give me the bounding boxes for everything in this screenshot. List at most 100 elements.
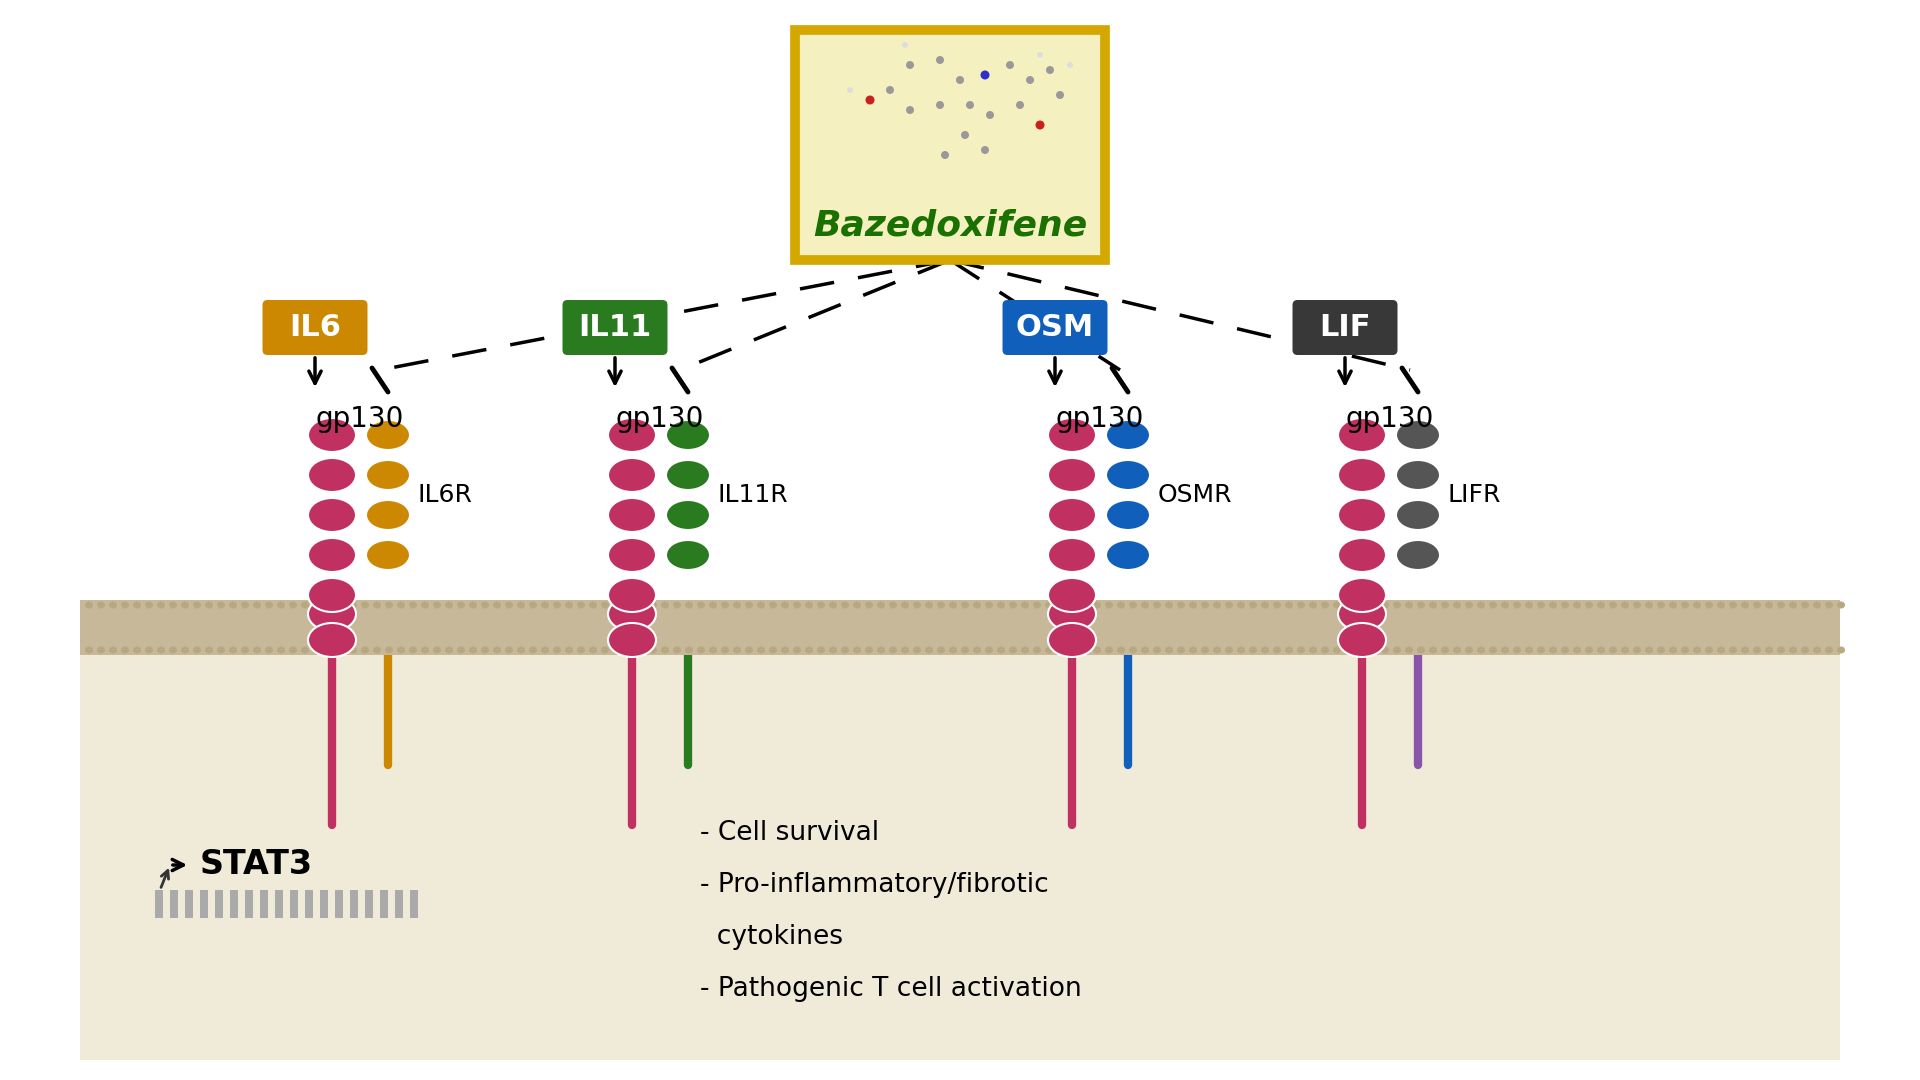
Ellipse shape bbox=[745, 647, 753, 653]
Ellipse shape bbox=[1789, 647, 1797, 653]
Ellipse shape bbox=[685, 602, 693, 608]
Ellipse shape bbox=[109, 602, 117, 608]
Ellipse shape bbox=[290, 647, 298, 653]
Ellipse shape bbox=[1338, 418, 1386, 453]
Ellipse shape bbox=[1657, 602, 1665, 608]
Ellipse shape bbox=[1572, 647, 1580, 653]
Ellipse shape bbox=[1309, 647, 1317, 653]
Ellipse shape bbox=[1236, 602, 1244, 608]
Ellipse shape bbox=[1298, 647, 1306, 653]
Ellipse shape bbox=[1010, 602, 1018, 608]
Ellipse shape bbox=[516, 647, 524, 653]
Ellipse shape bbox=[180, 602, 188, 608]
Ellipse shape bbox=[1346, 602, 1354, 608]
Ellipse shape bbox=[1778, 602, 1786, 608]
Ellipse shape bbox=[313, 647, 321, 653]
Ellipse shape bbox=[367, 500, 411, 530]
Ellipse shape bbox=[505, 602, 513, 608]
Ellipse shape bbox=[1261, 602, 1269, 608]
Ellipse shape bbox=[516, 602, 524, 608]
Ellipse shape bbox=[1657, 647, 1665, 653]
Ellipse shape bbox=[1338, 458, 1386, 492]
Ellipse shape bbox=[1538, 602, 1546, 608]
Ellipse shape bbox=[1812, 602, 1820, 608]
Ellipse shape bbox=[877, 647, 885, 653]
Ellipse shape bbox=[1668, 647, 1676, 653]
Ellipse shape bbox=[307, 458, 355, 492]
Ellipse shape bbox=[601, 602, 609, 608]
Ellipse shape bbox=[609, 623, 657, 657]
Ellipse shape bbox=[1716, 602, 1724, 608]
Ellipse shape bbox=[253, 602, 261, 608]
Ellipse shape bbox=[367, 460, 411, 490]
Ellipse shape bbox=[902, 42, 908, 48]
Ellipse shape bbox=[948, 602, 956, 608]
Ellipse shape bbox=[1106, 540, 1150, 570]
Ellipse shape bbox=[541, 647, 549, 653]
Ellipse shape bbox=[973, 647, 981, 653]
Ellipse shape bbox=[1645, 602, 1653, 608]
Ellipse shape bbox=[338, 647, 346, 653]
Ellipse shape bbox=[589, 602, 597, 608]
FancyBboxPatch shape bbox=[1292, 300, 1398, 355]
Ellipse shape bbox=[1010, 647, 1018, 653]
Ellipse shape bbox=[157, 602, 165, 608]
Ellipse shape bbox=[307, 597, 355, 631]
Ellipse shape bbox=[205, 602, 213, 608]
Ellipse shape bbox=[1357, 602, 1365, 608]
Ellipse shape bbox=[1165, 602, 1173, 608]
Ellipse shape bbox=[1693, 647, 1701, 653]
Ellipse shape bbox=[852, 647, 860, 653]
Ellipse shape bbox=[941, 151, 948, 159]
Ellipse shape bbox=[889, 602, 897, 608]
Ellipse shape bbox=[1730, 647, 1738, 653]
Ellipse shape bbox=[885, 86, 895, 94]
Ellipse shape bbox=[1645, 647, 1653, 653]
Ellipse shape bbox=[626, 602, 634, 608]
Ellipse shape bbox=[468, 602, 476, 608]
Ellipse shape bbox=[1106, 500, 1150, 530]
Ellipse shape bbox=[1501, 647, 1509, 653]
Ellipse shape bbox=[564, 602, 572, 608]
Ellipse shape bbox=[228, 602, 236, 608]
Ellipse shape bbox=[169, 602, 177, 608]
Ellipse shape bbox=[1106, 420, 1150, 450]
Ellipse shape bbox=[194, 647, 202, 653]
Ellipse shape bbox=[1338, 498, 1386, 532]
Ellipse shape bbox=[301, 647, 309, 653]
Bar bbox=[305, 890, 313, 918]
FancyBboxPatch shape bbox=[1002, 300, 1108, 355]
Ellipse shape bbox=[1369, 647, 1377, 653]
Ellipse shape bbox=[697, 647, 705, 653]
Ellipse shape bbox=[276, 647, 284, 653]
Ellipse shape bbox=[1396, 540, 1440, 570]
Ellipse shape bbox=[852, 602, 860, 608]
Ellipse shape bbox=[194, 602, 202, 608]
Ellipse shape bbox=[937, 647, 945, 653]
Ellipse shape bbox=[1021, 602, 1029, 608]
Ellipse shape bbox=[1465, 647, 1473, 653]
Text: IL11: IL11 bbox=[578, 313, 651, 342]
Ellipse shape bbox=[445, 647, 453, 653]
Text: gp130: gp130 bbox=[1346, 405, 1434, 433]
Ellipse shape bbox=[445, 602, 453, 608]
Ellipse shape bbox=[307, 498, 355, 532]
Ellipse shape bbox=[434, 602, 442, 608]
Ellipse shape bbox=[914, 602, 922, 608]
Ellipse shape bbox=[1213, 647, 1221, 653]
Ellipse shape bbox=[84, 647, 92, 653]
Ellipse shape bbox=[1801, 602, 1809, 608]
Ellipse shape bbox=[1048, 538, 1096, 572]
Ellipse shape bbox=[1609, 647, 1617, 653]
Text: STAT3: STAT3 bbox=[200, 849, 313, 881]
Ellipse shape bbox=[1033, 602, 1041, 608]
Ellipse shape bbox=[1357, 647, 1365, 653]
Ellipse shape bbox=[1261, 647, 1269, 653]
Bar bbox=[275, 890, 282, 918]
Ellipse shape bbox=[1081, 602, 1089, 608]
Ellipse shape bbox=[793, 647, 801, 653]
Ellipse shape bbox=[1154, 602, 1162, 608]
FancyBboxPatch shape bbox=[263, 300, 367, 355]
Ellipse shape bbox=[981, 146, 989, 154]
Ellipse shape bbox=[666, 500, 710, 530]
